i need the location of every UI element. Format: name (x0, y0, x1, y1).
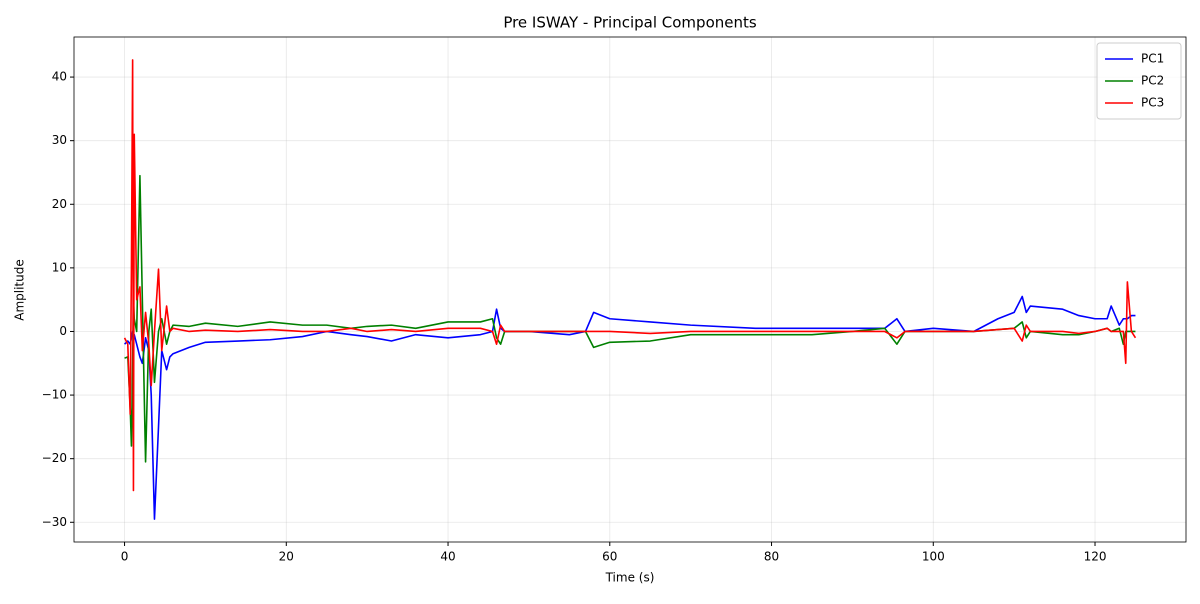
y-tick-label: −20 (42, 451, 67, 465)
plot-frame (73, 36, 1187, 543)
series-line (124, 174, 1136, 463)
y-axis-label: Amplitude (13, 259, 27, 321)
legend-box (1096, 42, 1182, 120)
x-tick-label: 40 (440, 550, 455, 564)
y-tick-label: −10 (42, 388, 67, 402)
y-tick-label: 10 (52, 260, 67, 274)
x-tick-label: 0 (121, 550, 129, 564)
legend-label: PC3 (1141, 96, 1164, 110)
chart-title: Pre ISWAY - Principal Components (503, 14, 757, 32)
x-tick-label: 120 (1084, 550, 1107, 564)
x-tick-label: 60 (602, 550, 617, 564)
x-tick-label: 20 (279, 550, 294, 564)
y-tick-label: 30 (52, 133, 67, 147)
x-tick-label: 80 (764, 550, 779, 564)
x-axis-label: Time (s) (605, 571, 655, 585)
y-tick-label: 40 (52, 70, 67, 84)
legend-label: PC1 (1141, 52, 1164, 66)
y-tick-label: 20 (52, 197, 67, 211)
y-tick-label: 0 (59, 324, 67, 338)
series-line (123, 59, 1137, 492)
legend-label: PC2 (1141, 74, 1164, 88)
y-tick-label: −30 (42, 515, 67, 529)
x-tick-label: 100 (922, 550, 945, 564)
